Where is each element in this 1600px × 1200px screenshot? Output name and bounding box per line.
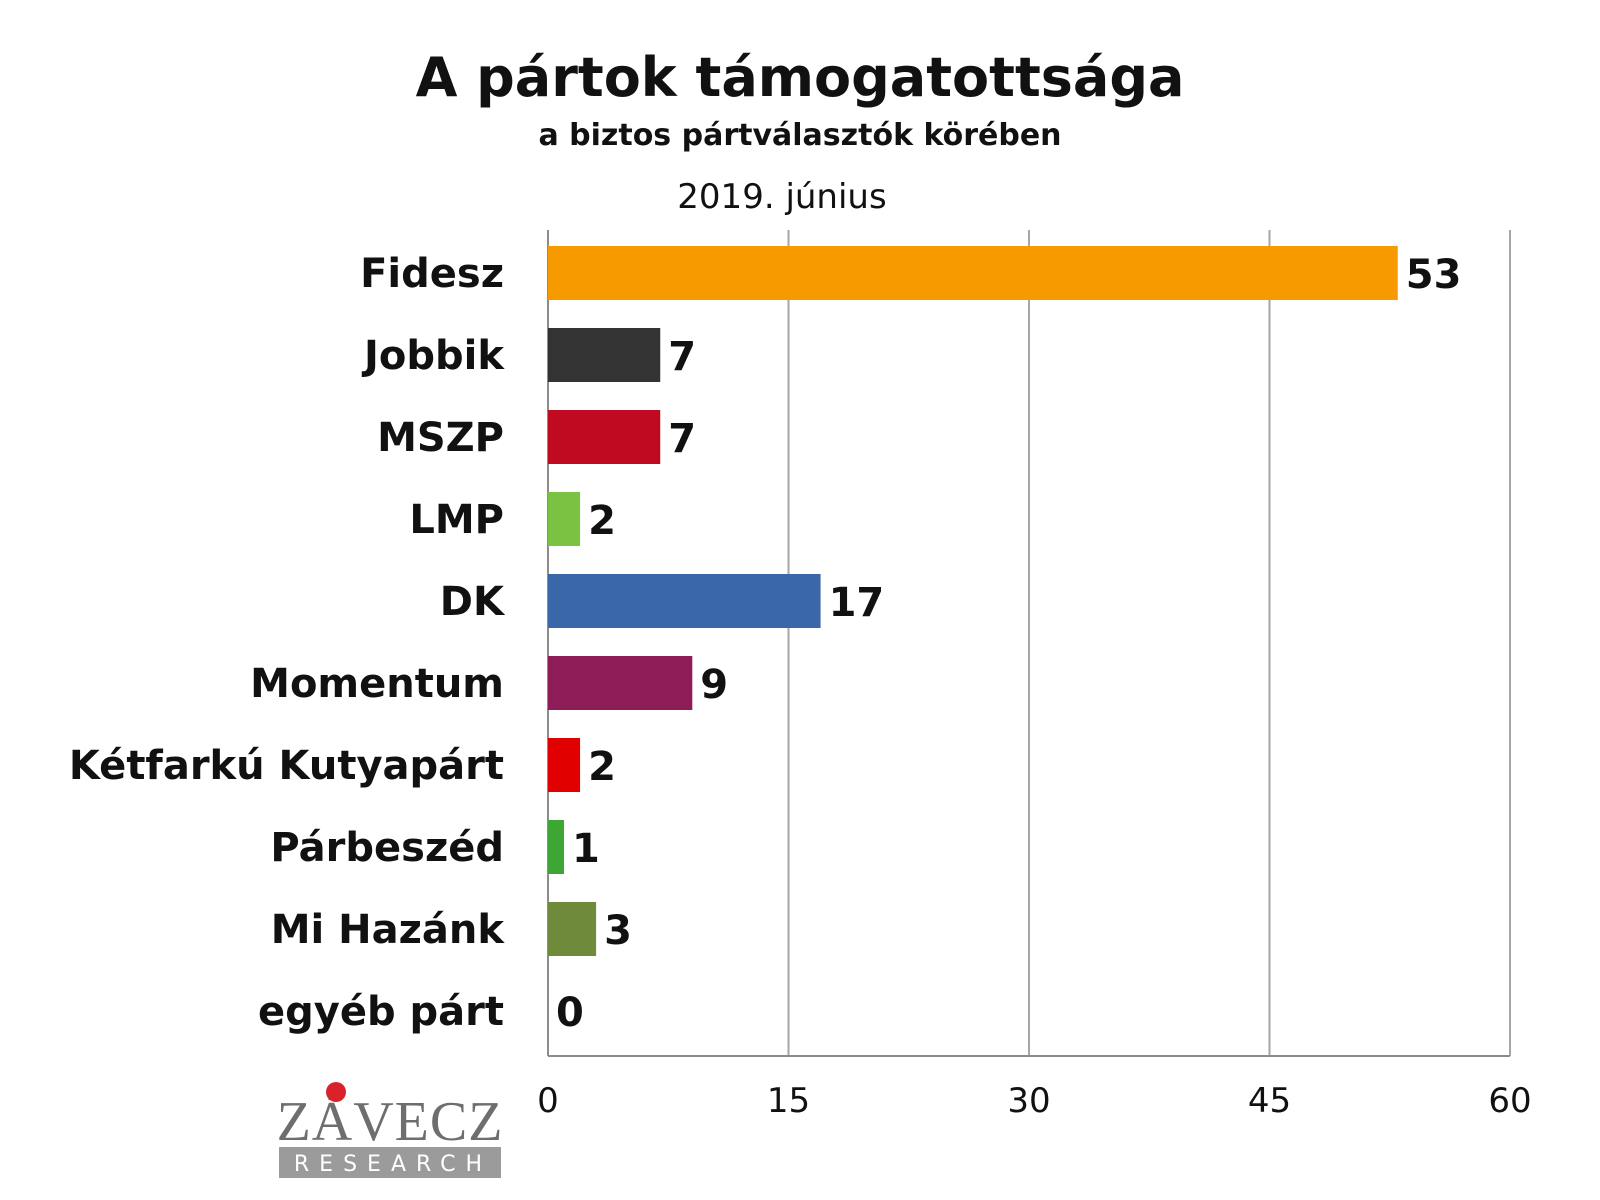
- bar-jobbik: [548, 328, 661, 382]
- category-label: Mi Hazánk: [271, 907, 506, 953]
- category-label: egyéb párt: [258, 989, 504, 1035]
- bar-momentum: [548, 656, 693, 710]
- data-label: 3: [604, 908, 632, 954]
- logo-sub: RESEARCH: [294, 1152, 492, 1177]
- data-label: 0: [556, 990, 584, 1036]
- data-label: 17: [829, 580, 885, 626]
- zavecz-logo: ZÁVECZ RESEARCH: [277, 1082, 504, 1178]
- data-label: 2: [588, 744, 616, 790]
- series-label: 2019. június: [677, 177, 886, 217]
- bar-lmp: [548, 492, 581, 546]
- bar-dk: [548, 574, 821, 628]
- x-tick-label: 45: [1248, 1081, 1291, 1121]
- category-label: Jobbik: [361, 333, 505, 379]
- x-tick-label: 30: [1007, 1081, 1050, 1121]
- data-label: 53: [1406, 252, 1462, 298]
- data-label: 7: [668, 334, 696, 380]
- bar-k-tfark-kutyap-rt: [548, 738, 581, 792]
- bar-mi-haz-nk: [548, 902, 597, 956]
- logo-accent-dot: [326, 1082, 346, 1102]
- bar-p-rbesz-d: [548, 820, 565, 874]
- logo-band: [279, 1147, 501, 1178]
- x-tick-label: 60: [1488, 1081, 1531, 1121]
- category-label: DK: [440, 579, 506, 625]
- category-label: Kétfarkú Kutyapárt: [69, 743, 504, 789]
- tick-labels: 0 15 30 45 60: [537, 1081, 1531, 1121]
- category-labels: Fidesz Jobbik MSZP LMP DK Momentum Kétfarkú Ku…: [69, 251, 506, 1035]
- category-label: Fidesz: [360, 251, 504, 297]
- bars: [548, 246, 1398, 956]
- x-tick-label: 15: [767, 1081, 810, 1121]
- category-label: LMP: [409, 497, 504, 543]
- data-label: 2: [588, 498, 616, 544]
- bar-mszp: [548, 410, 661, 464]
- data-label: 9: [700, 662, 728, 708]
- category-label: MSZP: [377, 415, 504, 461]
- x-tick-label: 0: [537, 1081, 559, 1121]
- category-label: Momentum: [250, 661, 504, 707]
- bar-fidesz: [548, 246, 1398, 300]
- data-label: 1: [572, 826, 600, 872]
- chart-subtitle: a biztos pártválasztók körében: [538, 118, 1061, 153]
- data-labels: 53 7 7 2 17 9 2 130: [556, 252, 1461, 1036]
- chart-title: A pártok támogatottsága: [416, 46, 1185, 109]
- data-label: 7: [668, 416, 696, 462]
- category-label: Párbeszéd: [270, 825, 504, 871]
- logo-name: ZÁVECZ: [277, 1091, 504, 1153]
